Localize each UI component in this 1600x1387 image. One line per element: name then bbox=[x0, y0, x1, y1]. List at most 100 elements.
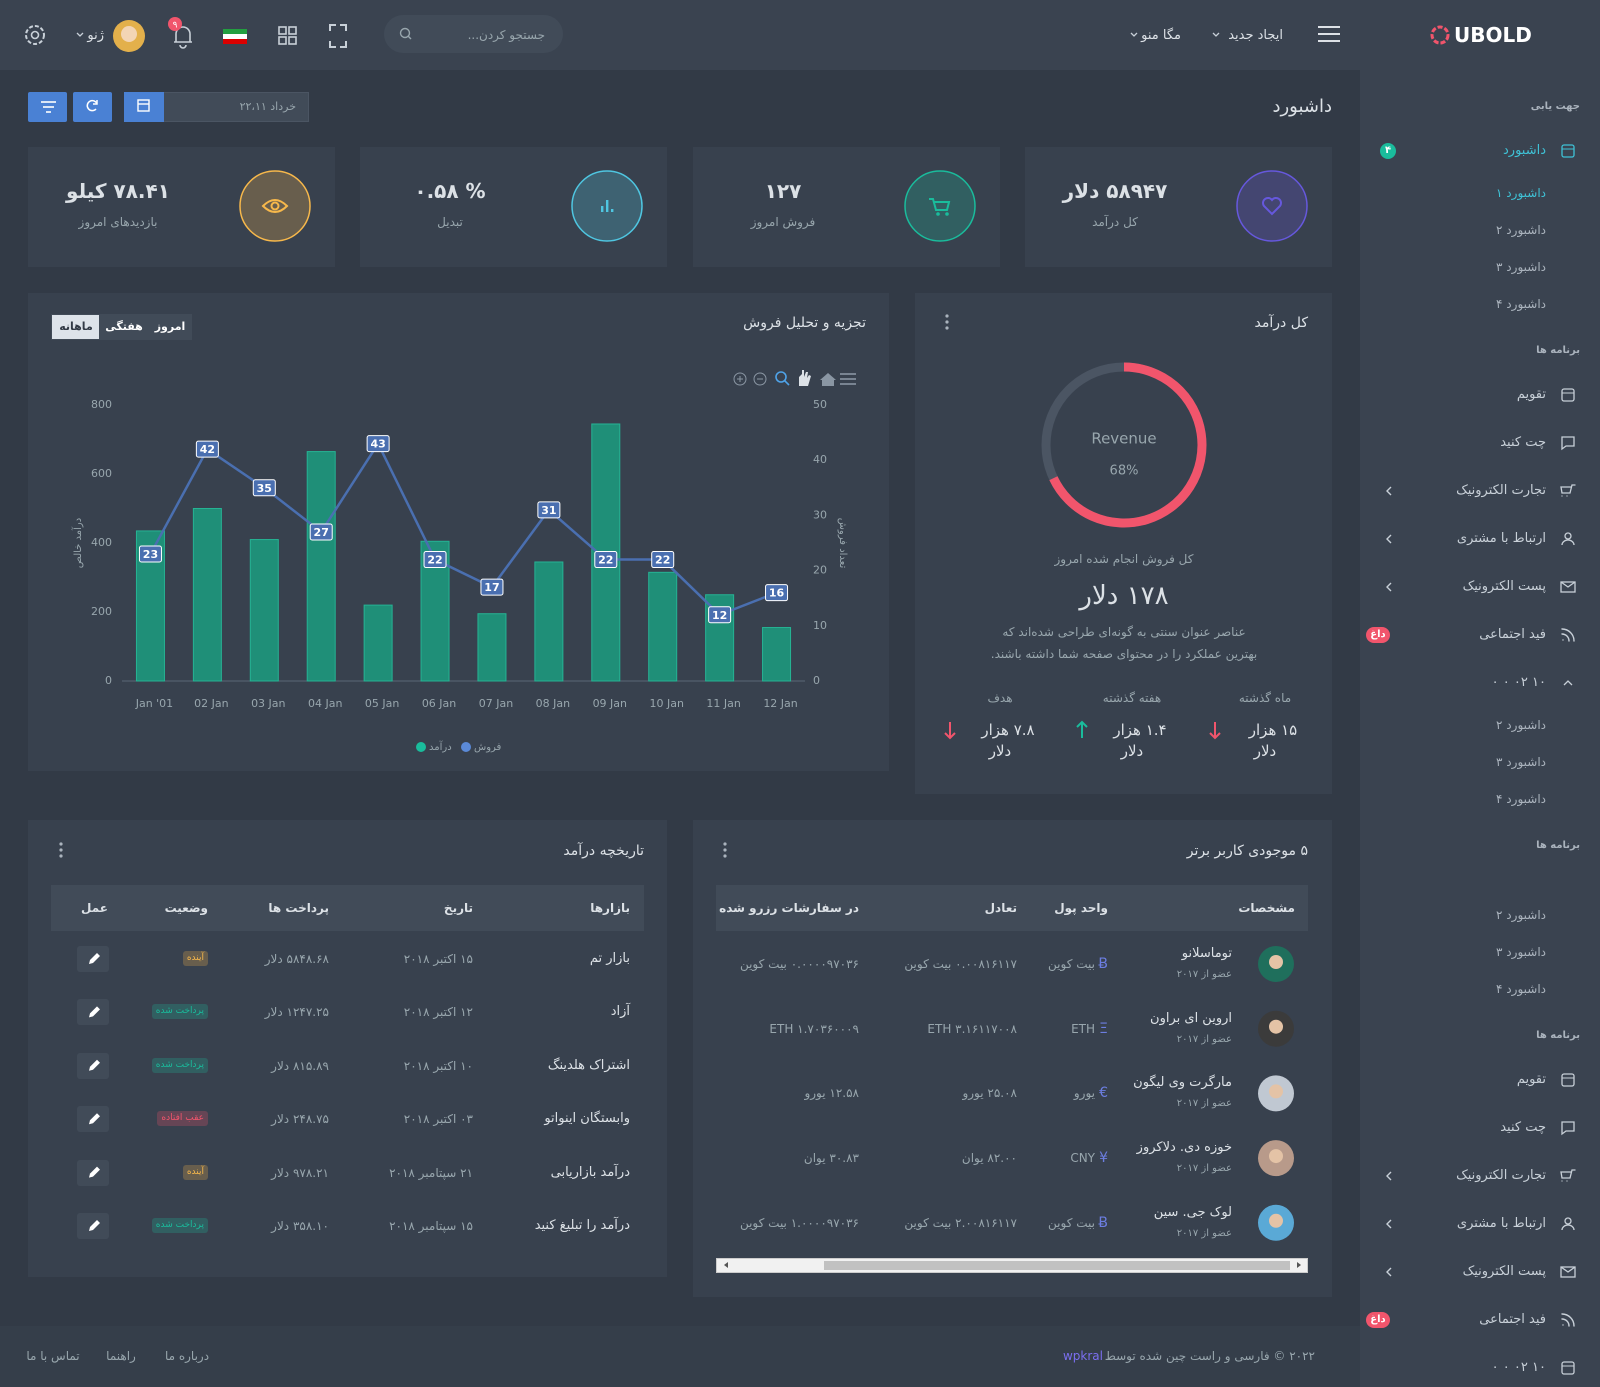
stat-value: ۱۲۷ bbox=[764, 179, 802, 203]
nav-subitem[interactable]: داشبورد ۱ bbox=[1496, 186, 1546, 200]
market-name: درآمد بازاریابی bbox=[550, 1164, 630, 1180]
nav-subitem[interactable]: داشبورد ۳ bbox=[1496, 755, 1546, 769]
currency-name: یورو bbox=[1073, 1086, 1095, 1101]
reserved-cell: ETH ۱.۷۰۳۶۰۰۰۹ bbox=[769, 1021, 859, 1036]
search-box[interactable] bbox=[384, 15, 563, 53]
footer-text: ۲۰۲۲ © فارسی و راست چین شده توسط bbox=[1104, 1349, 1315, 1363]
nav-heading: برنامه ها bbox=[1536, 1030, 1580, 1041]
nav-subitem[interactable]: داشبورد ۲ bbox=[1496, 223, 1546, 237]
y-axis-title: درآمد خالص bbox=[71, 518, 84, 568]
flag-icon bbox=[223, 29, 247, 34]
chart-tab[interactable]: امروز bbox=[154, 320, 186, 333]
payment-cell: ۳۵۸.۱۰ دلار bbox=[271, 1219, 329, 1233]
nav-item[interactable]: ۱۰ ۰۲ ۰ ۰ bbox=[1491, 675, 1546, 690]
nav-item[interactable]: فید اجتماعی bbox=[1479, 1312, 1546, 1327]
currency-symbol: Ƀ bbox=[1098, 1214, 1108, 1231]
data-label-box bbox=[309, 523, 333, 541]
nav-icon bbox=[1561, 539, 1575, 546]
stat-amount-unit: دلار bbox=[1120, 742, 1144, 760]
legend-marker bbox=[416, 742, 426, 752]
nav-heading: برنامه ها bbox=[1536, 345, 1580, 356]
footer-link[interactable]: راهنما bbox=[106, 1349, 136, 1363]
nav-subitem[interactable]: داشبورد ۲ bbox=[1496, 718, 1546, 732]
reserved-cell: ۳۰.۸۳ یوان bbox=[803, 1151, 859, 1166]
settings-icon bbox=[30, 30, 40, 40]
nav-subitem[interactable]: داشبورد ۴ bbox=[1496, 297, 1546, 311]
nav-icon bbox=[1561, 628, 1575, 642]
bar bbox=[306, 451, 336, 682]
currency-name: CNY bbox=[1070, 1151, 1095, 1166]
nav-subitem[interactable]: داشبورد ۲ bbox=[1496, 908, 1546, 922]
nav-item[interactable]: تقویم bbox=[1516, 1072, 1546, 1087]
chart-tab[interactable]: هفتگی bbox=[105, 320, 143, 333]
brand-logo bbox=[1430, 25, 1450, 45]
x-tick-label: 03 Jan bbox=[251, 697, 285, 710]
data-label: 23 bbox=[143, 548, 158, 561]
nav-item[interactable]: ارتباط با مشتری bbox=[1456, 531, 1546, 546]
page-title: داشبورد bbox=[1272, 96, 1332, 117]
nav-icon bbox=[1561, 1224, 1575, 1231]
edit-icon bbox=[89, 953, 100, 964]
date-cell: ۱۵ سپتامبر ۲۰۱۸ bbox=[389, 1219, 473, 1233]
currency-name: بیت کوین bbox=[1048, 1215, 1095, 1230]
revenue-subtitle: کل فروش انجام شده امروز bbox=[1054, 552, 1194, 566]
nav-icon bbox=[1560, 1266, 1576, 1278]
stat-card bbox=[1025, 147, 1332, 267]
y2-tick-label: 30 bbox=[813, 508, 827, 521]
nav-item[interactable]: پست الکترونیک bbox=[1462, 579, 1546, 594]
nav-icon bbox=[1560, 1169, 1576, 1182]
search-icon bbox=[407, 35, 412, 40]
calendar-button[interactable] bbox=[124, 92, 164, 122]
refresh-button[interactable] bbox=[73, 92, 112, 122]
payment-cell: ۹۷۸.۲۱ دلار bbox=[271, 1165, 329, 1180]
kebab-icon bbox=[945, 320, 949, 324]
footer-link[interactable]: درباره ما bbox=[164, 1349, 210, 1363]
chart-tab[interactable]: ماهانه bbox=[59, 320, 93, 333]
nav-item[interactable]: چت کنید bbox=[1500, 1120, 1546, 1135]
nav-subitem[interactable]: داشبورد ۴ bbox=[1496, 982, 1546, 996]
x-tick-label: 12 Jan bbox=[763, 697, 797, 710]
stat-icon-circle bbox=[1236, 170, 1308, 242]
apps-icon bbox=[278, 36, 287, 45]
footer bbox=[0, 1326, 1360, 1387]
user-avatar-face bbox=[1269, 1084, 1283, 1099]
search-placeholder: جستجو کردن... bbox=[467, 28, 545, 42]
nav-item[interactable]: چت کنید bbox=[1500, 435, 1546, 450]
nav-subitem[interactable]: داشبورد ۳ bbox=[1496, 945, 1546, 959]
user-menu[interactable]: ژنو bbox=[87, 28, 104, 43]
table-header bbox=[716, 885, 1308, 931]
nav-item[interactable]: تجارت الکترونیک bbox=[1456, 1168, 1546, 1183]
scroll-arrow bbox=[724, 1262, 728, 1268]
x-tick-label: 06 Jan bbox=[422, 697, 456, 710]
mega-menu[interactable]: مگا منو bbox=[1141, 28, 1181, 43]
footer-link[interactable]: تماس با ما bbox=[26, 1349, 80, 1363]
nav-item[interactable]: فید اجتماعی bbox=[1479, 627, 1546, 642]
toolbar-icon bbox=[799, 370, 811, 386]
nav-item[interactable]: داشبورد bbox=[1503, 143, 1546, 158]
user-since: عضو از ۲۰۱۷ bbox=[1176, 1163, 1232, 1175]
x-tick-label: 04 Jan bbox=[308, 697, 342, 710]
nav-subitem[interactable]: داشبورد ۴ bbox=[1496, 792, 1546, 806]
donut-value: 68% bbox=[1110, 464, 1139, 479]
nav-item[interactable]: ارتباط با مشتری bbox=[1456, 1216, 1546, 1231]
nav-subitem[interactable]: داشبورد ۳ bbox=[1496, 260, 1546, 274]
toolbar-icon bbox=[820, 373, 836, 386]
column-header: وضعیت bbox=[164, 901, 208, 915]
revenue-description: بهترین عملکرد را در محتوای صفحه شما داشت… bbox=[990, 647, 1258, 661]
nav-icon bbox=[1560, 581, 1576, 588]
nav-item[interactable]: تجارت الکترونیک bbox=[1456, 483, 1546, 498]
footer-author[interactable]: wpkral bbox=[1062, 1349, 1103, 1363]
nav-item[interactable]: ۱۰ ۰۲ ۰ ۰ bbox=[1491, 1360, 1546, 1375]
create-new-menu[interactable]: ایجاد جدید bbox=[1228, 28, 1283, 43]
kebab-icon bbox=[723, 842, 727, 846]
legend-marker bbox=[461, 742, 471, 752]
kebab-icon bbox=[59, 842, 63, 846]
data-label: 22 bbox=[598, 554, 613, 567]
stat-value: ۷۸.۴۱ کیلو bbox=[66, 179, 170, 203]
scrollbar-thumb[interactable] bbox=[824, 1261, 1290, 1270]
market-name: وابستگان اینواتو bbox=[544, 1111, 630, 1127]
stat-amount: ۱۵ هزار bbox=[1248, 721, 1298, 739]
nav-item[interactable]: تقویم bbox=[1516, 387, 1546, 402]
nav-item[interactable]: پست الکترونیک bbox=[1462, 1264, 1546, 1279]
column-header: مشخصات bbox=[1238, 901, 1295, 915]
